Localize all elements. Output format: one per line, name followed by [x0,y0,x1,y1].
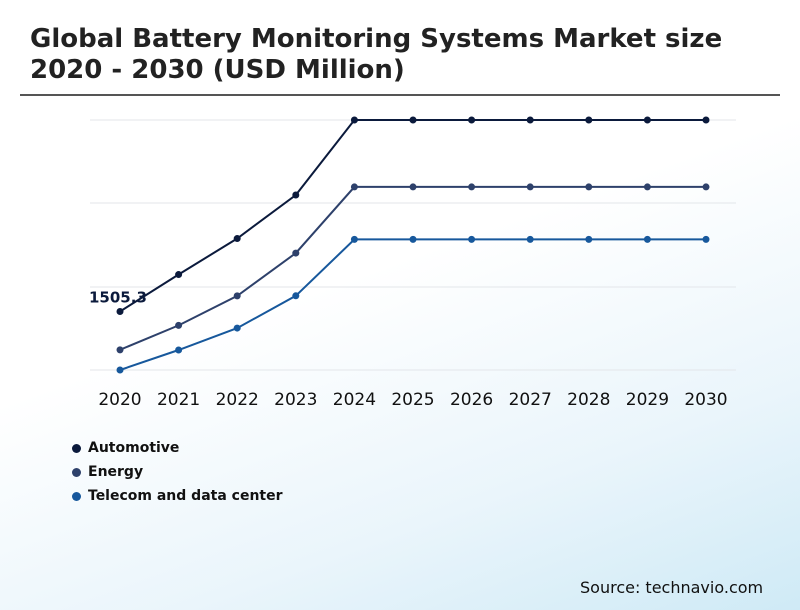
x-tick-2028: 2028 [567,390,610,410]
legend-item-automotive: Automotive [72,436,283,460]
title-divider [20,94,780,96]
data-point-1-2020 [116,346,124,354]
x-tick-2021: 2021 [157,390,200,410]
source-credit: Source: technavio.com [580,578,764,597]
data-point-0-2026 [468,116,476,124]
data-point-2-2022 [233,324,241,332]
data-point-2-2026 [468,235,476,243]
data-point-2-2020 [116,366,124,374]
x-tick-2026: 2026 [450,390,493,410]
x-tick-2022: 2022 [216,390,259,410]
data-point-0-2028 [585,116,593,124]
legend-marker [72,491,81,501]
legend-label: Automotive [88,440,180,456]
data-point-2-2024 [350,235,358,243]
data-point-0-2020 [116,308,124,316]
data-point-1-2029 [643,183,651,191]
data-point-2-2029 [643,235,651,243]
data-point-0-2030 [702,116,710,124]
legend-marker [72,443,81,453]
series-line-automotive [119,119,706,313]
legend-item-telecom-and-data-center: Telecom and data center [72,484,283,508]
legend-label: Energy [88,464,144,480]
legend-marker [72,467,81,477]
legend-item-energy: Energy [72,460,283,484]
x-tick-2025: 2025 [391,390,434,410]
data-point-0-2023 [292,191,300,199]
series-line-telecom-and-data-center [119,238,706,371]
data-point-1-2024 [350,183,358,191]
data-point-1-2026 [468,183,476,191]
legend: Automotive Energy Telecom and data center [72,436,283,508]
data-point-0-2022 [233,235,241,243]
x-tick-2020: 2020 [98,390,141,410]
data-point-1-2022 [233,292,241,300]
x-tick-2029: 2029 [626,390,669,410]
data-label-0: 1505.3 [89,289,147,307]
data-point-2-2027 [526,235,534,243]
data-point-2-2023 [292,292,300,300]
data-point-2-2030 [702,235,710,243]
line-chart: 1505.3 2020 2021 2022 2023 2024 2025 2026 2027 2… [89,116,736,410]
data-point-0-2027 [526,116,534,124]
data-point-0-2024 [350,116,358,124]
data-point-1-2023 [292,249,300,257]
data-point-0-2025 [409,116,417,124]
data-point-1-2027 [526,183,534,191]
x-tick-2030: 2030 [684,390,727,410]
x-tick-2023: 2023 [274,390,317,410]
data-point-2-2025 [409,235,417,243]
data-point-1-2030 [702,183,710,191]
data-point-2-2021 [175,346,183,354]
data-point-1-2028 [585,183,593,191]
x-tick-2027: 2027 [509,390,552,410]
data-point-2-2028 [585,235,593,243]
series-line-energy [119,185,706,351]
x-tick-2024: 2024 [333,390,376,410]
data-point-0-2021 [175,271,183,279]
legend-label: Telecom and data center [88,488,283,504]
data-point-1-2021 [175,321,183,329]
data-point-0-2029 [643,116,651,124]
data-point-1-2025 [409,183,417,191]
chart-title: Global Battery Monitoring Systems Market… [30,24,723,85]
